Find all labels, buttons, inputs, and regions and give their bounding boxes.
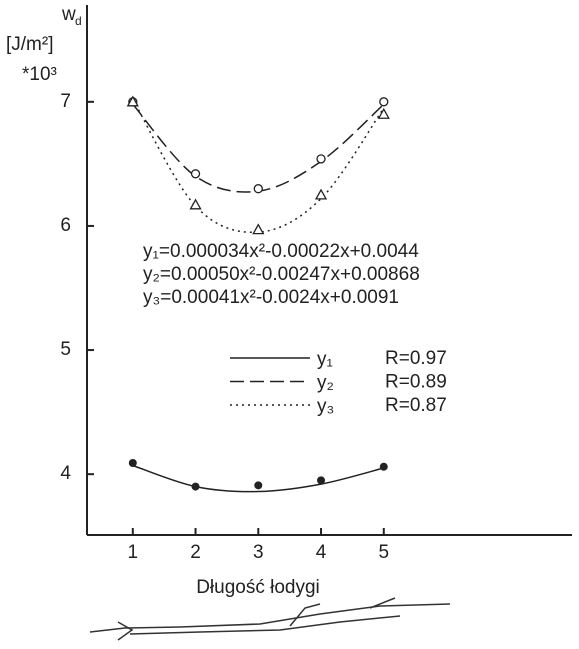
x-tick-label: 5 [378, 542, 389, 563]
point [126, 95, 139, 107]
y-tick-label: 5 [60, 339, 71, 360]
point [316, 154, 326, 164]
y-label-scale: *10³ [22, 64, 57, 85]
point [377, 107, 390, 119]
legend-label: y₂ [317, 373, 334, 394]
y-label-sub: d [75, 14, 82, 28]
point [314, 188, 328, 200]
legend-r: R=0.97 [385, 348, 447, 369]
legend-label: y₃ [317, 396, 334, 417]
y-label-unit: [J/m²] [6, 34, 54, 55]
x-label: Długość łodygi [196, 577, 320, 598]
legend-label: y₁ [317, 349, 333, 370]
point [252, 223, 265, 235]
x-tick-label: 3 [253, 542, 264, 563]
x-tick-label: 2 [190, 542, 201, 563]
fit-curve [132, 103, 385, 193]
stem-drawing [89, 597, 451, 641]
x-tick-label: 4 [316, 542, 327, 563]
point [379, 462, 388, 471]
legend-r: R=0.87 [385, 395, 447, 416]
x-tick-label: 1 [128, 542, 139, 563]
y-tick-label: 6 [60, 215, 71, 236]
equation: y₁=0.000034x²-0.00022x+0.0044 [143, 241, 419, 262]
legend-r: R=0.89 [385, 372, 447, 393]
point [317, 476, 326, 485]
point [191, 482, 200, 491]
point [254, 481, 263, 490]
point [189, 198, 202, 210]
equation: y₂=0.00050x²-0.00247x+0.00868 [143, 264, 420, 285]
point [128, 459, 137, 468]
fit-curve [132, 98, 385, 234]
y-tick-label: 7 [60, 91, 71, 112]
y-tick-label: 4 [60, 463, 71, 484]
y-label-main: w [61, 4, 76, 25]
point [379, 97, 389, 107]
point [190, 169, 201, 179]
point [253, 184, 263, 194]
fit-curve [132, 464, 384, 493]
equation: y₃=0.00041x²-0.0024x+0.0091 [143, 287, 399, 308]
